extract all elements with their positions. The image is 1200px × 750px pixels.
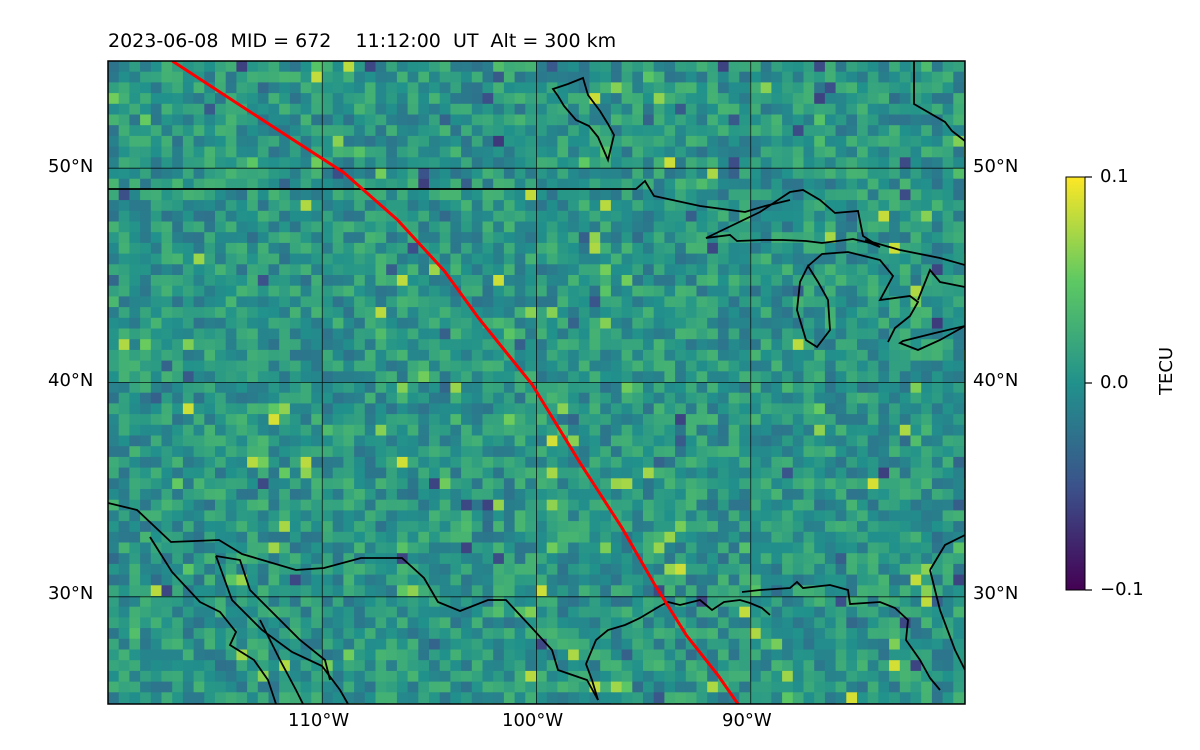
map-frame	[107, 60, 966, 705]
map-gridlines	[108, 61, 965, 704]
colorbar-tick-max: 0.1	[1100, 166, 1129, 187]
us-canada-border	[108, 179, 791, 213]
lat-label-40-left: 40°N	[48, 370, 94, 391]
lat-label-30-right: 30°N	[973, 583, 1019, 604]
lake-winnipeg	[551, 76, 615, 163]
lat-label-50-right: 50°N	[973, 156, 1019, 177]
lat-label-40-right: 40°N	[973, 370, 1019, 391]
great-lakes	[705, 189, 881, 248]
map-title: 2023-06-08 MID = 672 11:12:00 UT Alt = 3…	[108, 30, 617, 52]
lon-label-90w: 90°W	[722, 710, 772, 731]
satellite-track	[171, 61, 740, 704]
lat-label-30-left: 30°N	[48, 583, 94, 604]
colorbar-tick-zero: 0.0	[1100, 372, 1129, 393]
gulf-coast	[108, 502, 599, 701]
tec-heatmap	[108, 61, 965, 704]
baja-california	[149, 536, 277, 704]
lat-label-50-left: 50°N	[48, 156, 94, 177]
colorbar-label: TECU	[1156, 346, 1177, 395]
hudson-bay-coast	[913, 61, 965, 142]
lon-label-110w: 110°W	[288, 710, 350, 731]
colorbar	[1065, 176, 1086, 591]
coastlines-borders	[108, 61, 965, 704]
colorbar-tick-min: −0.1	[1100, 579, 1144, 600]
lon-label-100w: 100°W	[502, 710, 564, 731]
